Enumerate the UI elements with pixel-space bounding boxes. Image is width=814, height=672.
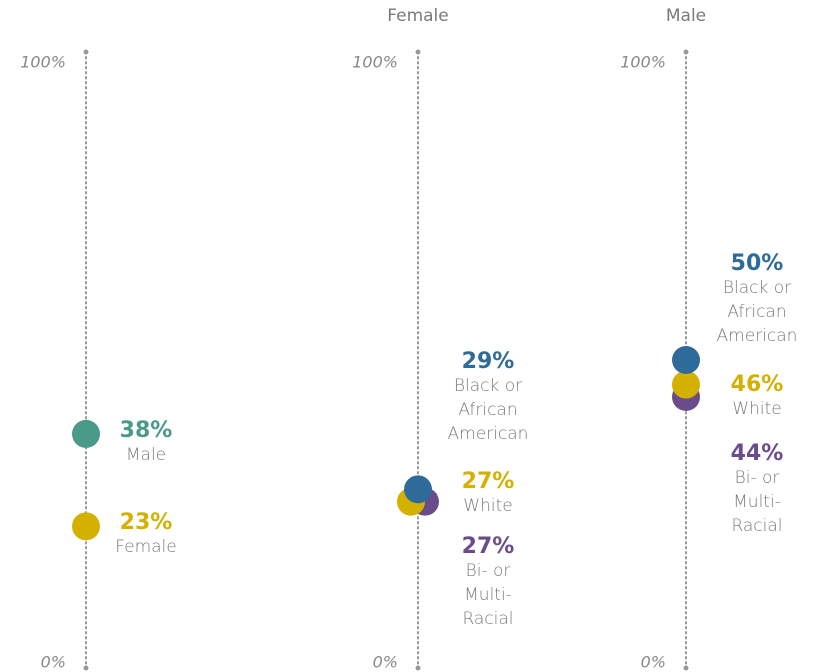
y-tick-label: 0%	[372, 652, 398, 672]
category-label: White	[463, 496, 513, 516]
data-label: 23% Female	[103, 511, 189, 559]
dot	[404, 475, 432, 504]
tick-mark	[83, 665, 89, 671]
y-tick-label: 100%	[352, 52, 398, 72]
category-label: Black or African American	[716, 278, 798, 346]
data-label: 27% White	[445, 470, 531, 518]
data-label: 27% Bi- or Multi-Racial	[445, 535, 531, 631]
data-label: 46% White	[714, 373, 800, 421]
y-tick-label: 100%	[620, 52, 666, 72]
y-tick-label: 0%	[40, 652, 66, 672]
y-tick-label: 0%	[640, 652, 666, 672]
value-label: 29%	[461, 349, 515, 374]
value-label: 50%	[730, 251, 784, 276]
category-label: Bi- or Multi-Racial	[462, 561, 514, 629]
data-label: 38% Male	[103, 417, 189, 467]
category-label: Male	[125, 444, 167, 465]
panel-title: Male	[665, 6, 707, 26]
tick-mark	[683, 665, 689, 671]
tick-mark	[415, 49, 421, 55]
tick-mark	[83, 49, 89, 55]
value-label: 46%	[730, 372, 784, 397]
value-label: 23%	[119, 510, 173, 536]
category-label: Black or African American	[447, 376, 529, 444]
value-label: 27%	[461, 469, 515, 494]
data-label: 44% Bi- or Multi-Racial	[714, 442, 800, 538]
value-label: 27%	[461, 534, 515, 559]
dot	[672, 346, 700, 374]
category-label: Bi- or Multi-Racial	[731, 468, 783, 536]
dot	[72, 419, 100, 448]
value-label: 38%	[119, 417, 173, 443]
category-label: Female	[115, 537, 177, 558]
tick-mark	[683, 49, 689, 55]
panel-title: Female	[387, 6, 449, 26]
value-label: 44%	[730, 441, 784, 466]
tick-mark	[415, 665, 421, 671]
dot	[72, 512, 100, 541]
y-tick-label: 100%	[20, 52, 66, 72]
data-label: 29% Black or African American	[445, 350, 531, 446]
dot	[672, 370, 700, 399]
data-label: 50% Black or African American	[714, 252, 800, 348]
category-label: White	[732, 399, 782, 419]
